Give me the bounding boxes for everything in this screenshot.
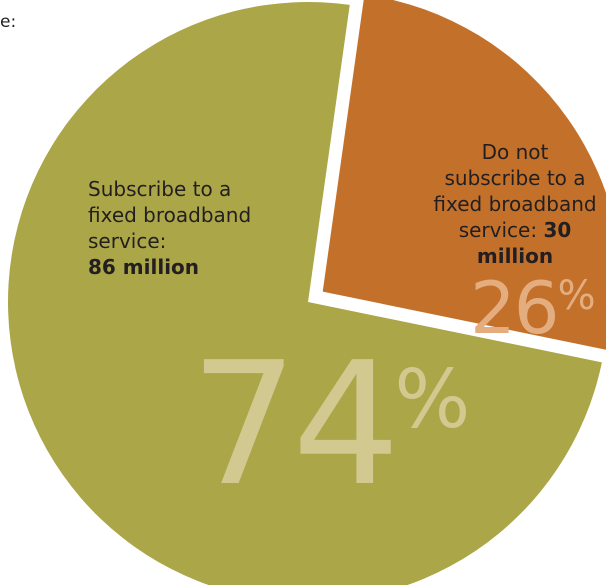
percent-sign: % [557, 273, 596, 319]
slice-value-not-subscribe: 30 million [476, 218, 572, 268]
label-line: service: [88, 229, 167, 253]
label-line: Subscribe to a [88, 177, 232, 201]
percent-number: 74 [190, 326, 400, 524]
label-line: Do not [481, 140, 549, 164]
header-fragment: e: [0, 12, 17, 32]
label-line: fixed broadband [88, 203, 252, 227]
slice-label-not-subscribe: Do not subscribe to a fixed broadband se… [420, 139, 606, 269]
percent-number: 26 [470, 266, 560, 350]
pie-slice-subscribe [8, 2, 602, 585]
slice-percent-subscribe: 74% [190, 340, 470, 510]
slice-value-subscribe: 86 million [88, 255, 200, 279]
slice-label-subscribe: Subscribe to a fixed broadband service: … [88, 176, 318, 280]
label-line: service: [458, 218, 538, 242]
percent-sign: % [394, 353, 471, 446]
pie-slice-not-subscribe [322, 0, 606, 350]
label-line: fixed broadband [433, 192, 597, 216]
label-line: subscribe to a [444, 166, 586, 190]
slice-percent-not-subscribe: 26% [470, 272, 596, 344]
